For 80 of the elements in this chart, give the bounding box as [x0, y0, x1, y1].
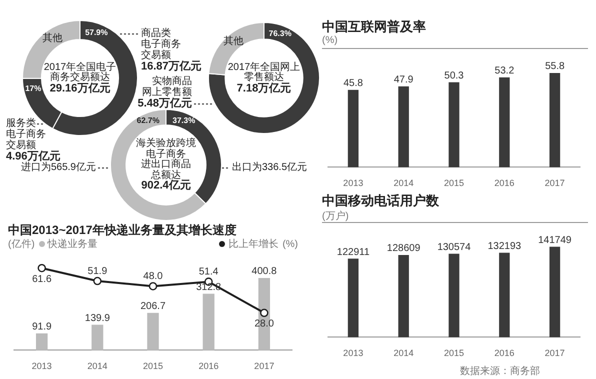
x-tick-label: 2015: [142, 361, 164, 372]
data-label: 45.8: [343, 78, 364, 89]
bar: [348, 258, 359, 338]
x-tick-label: 2013: [343, 178, 364, 188]
x-tick-label: 2014: [394, 178, 414, 188]
source-note: 数据来源：商务部: [459, 364, 540, 378]
x-tick-label: 2017: [254, 361, 274, 372]
data-label: 48.0: [143, 270, 164, 282]
text: 海关验放跨境电子商务进出口商品总额达902.4亿元: [136, 138, 196, 192]
y-axis-title: (万户): [322, 210, 349, 223]
data-label: 17%: [25, 84, 42, 93]
data-label: 62.7%: [136, 116, 160, 125]
data-label: 132193: [488, 240, 522, 252]
data-label: 55.8: [545, 61, 565, 72]
data-label: 141749: [538, 234, 572, 246]
x-tick-label: 2016: [198, 361, 219, 372]
y2-axis-title: (%): [282, 239, 298, 250]
chart-title: 中国互联网普及率: [322, 18, 426, 36]
data-label: 28.0: [254, 318, 274, 330]
x-tick-label: 2015: [444, 178, 464, 188]
x-tick-label: 2014: [87, 361, 108, 372]
point: [93, 276, 102, 286]
bar: [398, 255, 409, 338]
data-label: 122911: [336, 246, 370, 258]
data-label: 400.8: [252, 266, 278, 278]
legend-label: 快递业务量: [48, 239, 98, 250]
x-tick-label: 2017: [544, 348, 565, 358]
slice-label: 出口为336.5亿元: [232, 162, 308, 173]
slice-label: 商品类电子商务交易额: [141, 28, 181, 61]
x-tick-label: 2013: [32, 361, 52, 372]
bar: [549, 73, 560, 168]
chart-title: 中国移动电话用户数: [322, 192, 439, 210]
data-label: 53.2: [494, 66, 515, 77]
x-tick-label: 2016: [494, 348, 514, 358]
x-tick-label: 2014: [394, 348, 414, 358]
bar: [398, 86, 409, 168]
bar: [202, 294, 214, 350]
slice-label: 其他: [224, 36, 244, 47]
point: [260, 308, 268, 318]
data-label: 57.9%: [85, 28, 108, 37]
data-label: 37.3%: [172, 116, 196, 125]
bar: [499, 77, 510, 168]
text: 2017年全国网上零售额达7.18万亿元: [228, 62, 300, 94]
bar: [448, 82, 460, 168]
data-label: 50.3: [444, 70, 464, 82]
text: 2017年全国电子商务交易额达29.16万亿元: [44, 62, 116, 94]
bar: [448, 254, 460, 338]
data-label: 51.9: [88, 266, 108, 277]
text: 5.48万亿元: [138, 98, 192, 110]
y-axis-title: (亿件): [8, 239, 35, 250]
x-tick-label: 2017: [544, 178, 565, 188]
x-tick-label: 2015: [444, 348, 464, 358]
data-label: 76.3%: [268, 28, 292, 38]
data-label: 128609: [386, 243, 421, 254]
bar: [36, 333, 48, 350]
bar: [499, 252, 510, 338]
bar: [348, 90, 359, 168]
slice-label: 服务类电子商务交易额: [6, 118, 46, 151]
data-label: 130574: [437, 242, 472, 253]
slice-label: 实物商品网上零售额: [142, 76, 192, 98]
slice-label: 进口为565.9亿元: [20, 162, 96, 173]
text: 16.87万亿元: [141, 60, 202, 72]
data-label: 51.4: [198, 266, 219, 278]
point: [148, 282, 158, 290]
data-label: 312.8: [196, 282, 222, 293]
bar: [147, 312, 159, 350]
data-label: 61.6: [32, 274, 52, 285]
y-axis-title: (%): [322, 35, 338, 46]
bar: [92, 324, 104, 350]
bar: [549, 246, 560, 338]
data-label: 47.9: [394, 74, 414, 86]
data-label: 91.9: [32, 321, 52, 332]
legend-label: 比上年增长: [228, 239, 278, 250]
data-label: 139.9: [84, 312, 110, 324]
chart-title: 中国2013~2017年快递业务量及其增长速度: [8, 222, 236, 238]
data-label: 206.7: [140, 300, 166, 312]
slice-label: 其他: [42, 32, 62, 44]
text: 4.96万亿元: [6, 150, 60, 162]
x-tick-label: 2013: [343, 348, 364, 358]
x-tick-label: 2016: [494, 178, 514, 188]
